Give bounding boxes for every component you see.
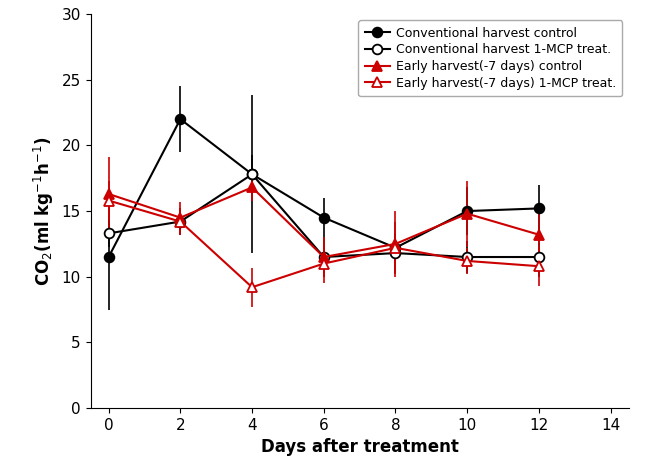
X-axis label: Days after treatment: Days after treatment — [260, 439, 459, 456]
Legend: Conventional harvest control, Conventional harvest 1-MCP treat., Early harvest(-: Conventional harvest control, Convention… — [358, 20, 622, 96]
Y-axis label: CO$_2$(ml kg$^{-1}$h$^{-1}$): CO$_2$(ml kg$^{-1}$h$^{-1}$) — [32, 136, 56, 286]
